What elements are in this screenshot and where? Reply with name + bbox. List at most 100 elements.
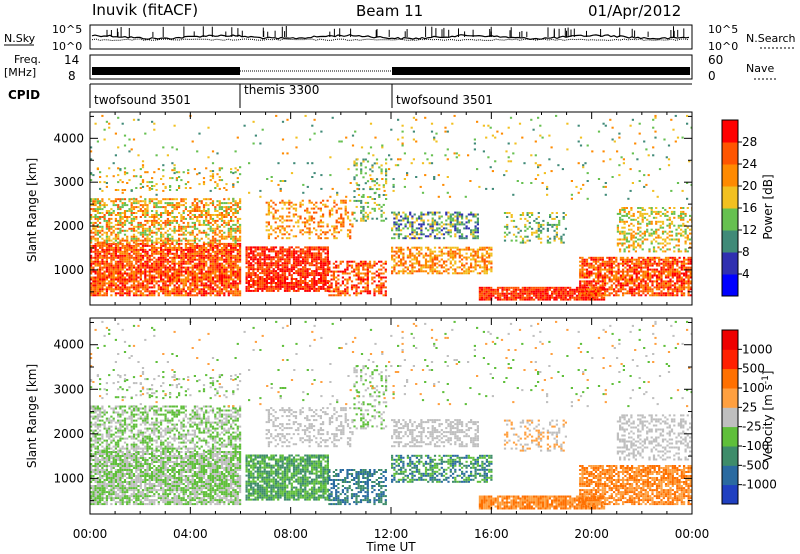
power-echo — [360, 209, 363, 212]
power-echo — [355, 284, 358, 287]
power-echo — [506, 212, 509, 214]
power-echo — [94, 262, 97, 265]
power-echo — [151, 235, 154, 238]
power-echo — [191, 294, 194, 297]
power-echo — [313, 203, 316, 206]
power-echo — [555, 294, 558, 297]
power-echo — [153, 264, 156, 267]
power-echo — [415, 217, 418, 220]
power-echo — [337, 292, 340, 295]
power-echo — [575, 290, 579, 293]
power-echo — [191, 252, 194, 255]
power-echo — [171, 278, 174, 281]
power-echo — [225, 242, 228, 245]
power-echo — [234, 208, 237, 211]
power-echo — [308, 250, 311, 253]
power-echo — [202, 241, 206, 244]
power-echo — [297, 287, 300, 290]
power-echo — [99, 264, 102, 267]
power-echo — [380, 164, 383, 167]
power-echo — [295, 278, 298, 280]
power-echo — [501, 290, 504, 293]
power-echo — [315, 233, 318, 236]
power-echo — [424, 227, 428, 230]
power-echo — [341, 272, 344, 275]
power-echo — [153, 217, 156, 220]
power-echo — [216, 268, 219, 271]
power-echo — [196, 198, 199, 201]
power-echo — [220, 223, 224, 226]
power-echo — [285, 225, 289, 228]
power-echo — [144, 288, 147, 291]
power-echo — [110, 244, 113, 247]
power-echo — [232, 294, 235, 297]
power-echo — [320, 282, 323, 284]
power-echo — [227, 294, 230, 297]
power-echo — [373, 260, 376, 263]
power-echo — [348, 264, 351, 267]
power-echo — [205, 212, 208, 214]
power-echo — [254, 280, 257, 282]
power-echo — [153, 290, 156, 293]
power-echo — [114, 250, 117, 253]
power-echo — [155, 214, 158, 216]
power-echo — [474, 252, 477, 255]
power-echo — [535, 288, 538, 291]
power-echo — [281, 225, 284, 228]
power-echo — [472, 266, 475, 269]
power-echo — [123, 214, 127, 216]
power-echo — [232, 272, 235, 275]
power-echo — [218, 225, 221, 228]
power-echo — [132, 237, 136, 240]
power-echo — [105, 260, 108, 263]
power-echo — [108, 282, 111, 285]
power-echo — [227, 280, 230, 283]
power-echo — [200, 266, 203, 269]
power-echo — [546, 292, 549, 295]
power-echo — [153, 241, 156, 244]
power-echo — [90, 270, 93, 273]
power-echo — [456, 266, 459, 269]
power-echo — [449, 252, 452, 255]
power-echo — [449, 223, 452, 226]
power-echo — [297, 285, 300, 288]
power-echo — [288, 262, 291, 265]
power-echo — [310, 219, 313, 222]
power-echo — [366, 262, 369, 265]
power-echo — [119, 198, 122, 201]
power-echo — [292, 250, 296, 253]
power-echo — [171, 177, 174, 180]
power-echo — [292, 215, 295, 218]
power-echo — [320, 272, 323, 275]
power-echo — [290, 264, 293, 267]
power-echo — [315, 258, 318, 261]
power-echo — [483, 260, 486, 263]
power-echo — [135, 200, 138, 203]
power-echo — [126, 282, 129, 285]
power-echo — [108, 266, 111, 269]
power-echo — [230, 225, 233, 228]
power-echo — [132, 264, 136, 267]
power-echo — [326, 254, 329, 257]
power-echo — [332, 266, 335, 269]
power-echo — [146, 252, 149, 255]
power-echo — [155, 189, 158, 191]
power-echo — [461, 223, 464, 226]
power-echo — [465, 221, 468, 224]
power-echo — [481, 252, 484, 255]
power-echo — [512, 298, 515, 301]
power-echo — [382, 203, 385, 206]
power-echo — [546, 241, 549, 244]
power-echo — [135, 239, 138, 242]
power-echo — [123, 221, 127, 224]
power-echo — [123, 204, 127, 207]
power-echo — [311, 258, 314, 261]
power-echo — [180, 239, 183, 242]
power-echo — [189, 187, 192, 189]
power-echo — [108, 262, 111, 265]
power-echo — [169, 177, 172, 180]
power-echo — [117, 227, 120, 230]
power-echo — [415, 231, 418, 234]
power-echo — [223, 237, 226, 240]
power-echo — [562, 298, 565, 301]
